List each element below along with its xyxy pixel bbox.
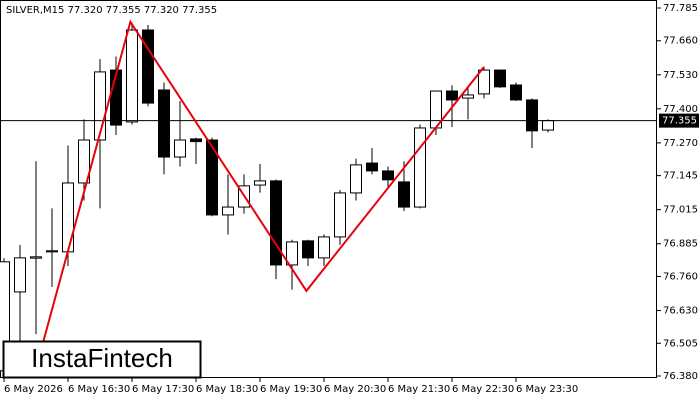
candle-body [542,120,554,131]
candle-body [30,256,42,259]
y-tick-label: 77.660 [663,36,698,47]
candle-body [478,69,490,95]
candle-body [206,139,218,216]
candle-body [46,250,58,253]
chart-title: SILVER,M15 77.320 77.355 77.320 77.355 [6,5,217,16]
pattern-line [41,19,485,346]
y-tick-label: 77.530 [663,70,698,81]
current-price-label: 77.355 [662,116,697,127]
candle-body [414,127,426,208]
x-tick-label: 6 May 21:30 [388,384,450,395]
current-price-box [659,113,699,128]
candle-body [302,240,314,259]
x-tick-label: 6 May 22:30 [452,384,514,395]
candle-body [270,180,282,266]
candle-body [158,89,170,158]
candle-body [286,241,298,266]
candle-body [350,164,362,194]
x-tick-label: 6 May 19:30 [260,384,322,395]
candle-body [526,99,538,132]
candle-body [366,162,378,172]
candle-body [510,84,522,101]
y-tick-label: 77.015 [663,205,698,216]
y-tick-label: 77.270 [663,138,698,149]
candle-body [142,29,154,104]
x-tick-label: 6 May 20:30 [324,384,386,395]
candle-body [446,90,458,101]
candle-body [462,94,474,99]
y-tick-label: 77.145 [663,171,698,182]
candle-body [14,257,26,293]
candle-body [494,69,506,88]
candle-body [398,181,410,208]
y-tick-label: 76.630 [663,306,698,317]
candle-body [190,138,202,143]
x-tick-label: 6 May 23:30 [516,384,578,395]
candle-body [62,182,74,253]
plot-frame [0,0,657,378]
logo-text: InstaFintech [31,343,173,373]
candle-body [382,170,394,181]
logo-box [2,340,202,379]
x-tick-label: 6 May 18:30 [196,384,258,395]
y-tick-label: 76.505 [663,338,698,349]
candle-body [334,192,346,238]
y-tick-label: 77.785 [663,3,698,14]
x-tick-label: 6 May 17:30 [132,384,194,395]
x-tick-label: 6 May 16:30 [68,384,130,395]
candle-body [78,139,90,184]
candle-body [174,139,186,158]
y-tick-label: 76.760 [663,271,698,282]
candle-body [126,29,138,123]
candle-body [318,236,330,259]
x-tick-label: 6 May 2026 [4,384,63,395]
y-tick-label: 76.380 [663,371,698,382]
candle-body [254,180,266,186]
y-tick-label: 77.400 [663,104,698,115]
candle-body [222,206,234,216]
y-tick-label: 76.885 [663,239,698,250]
candle-body [94,71,106,141]
